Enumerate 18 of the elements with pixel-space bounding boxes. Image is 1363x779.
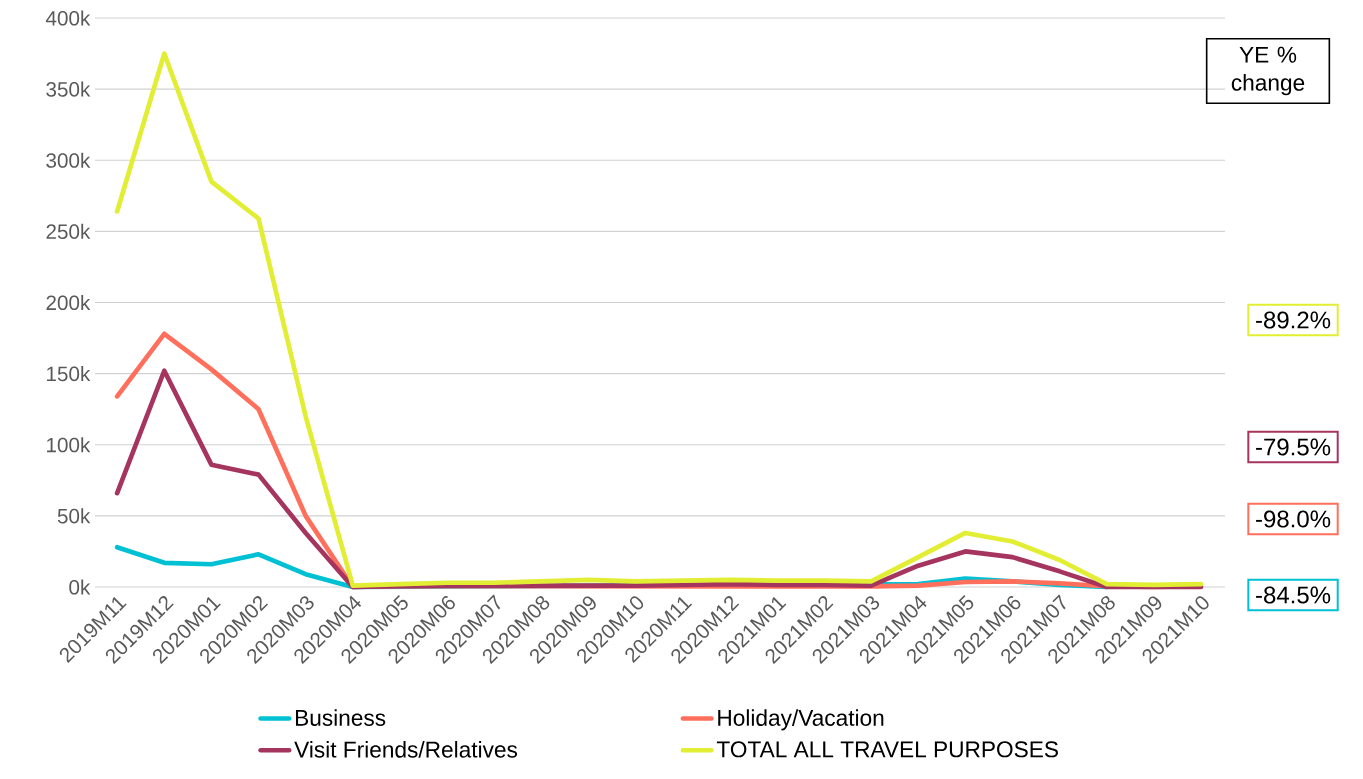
text: -79.5% xyxy=(1256,438,1331,456)
y-tick-label: 350k xyxy=(46,81,91,97)
y-tick-label: 400k xyxy=(45,10,91,26)
y-tick-label: 100k xyxy=(47,437,91,453)
text: -84.5% xyxy=(1256,586,1331,604)
y-tick-label: 0k xyxy=(69,579,91,595)
legend-label: Business xyxy=(295,709,386,726)
y-tick-label: 250k xyxy=(46,223,91,239)
y-tick-label: 200k xyxy=(46,294,91,311)
text: -89.2% xyxy=(1256,311,1331,329)
text: -98.0% xyxy=(1256,510,1331,528)
y-tick-label: 300k xyxy=(46,152,91,168)
legend-label: TOTAL ALL TRAVEL PURPOSES xyxy=(716,741,1058,758)
text: YE % change xyxy=(1231,46,1305,96)
legend-label: Visit Friends/Relatives xyxy=(294,741,518,758)
y-tick-label: 150k xyxy=(47,366,91,382)
y-tick-label: 50k xyxy=(57,508,91,524)
legend-label: Holiday/Vacation xyxy=(718,709,884,731)
